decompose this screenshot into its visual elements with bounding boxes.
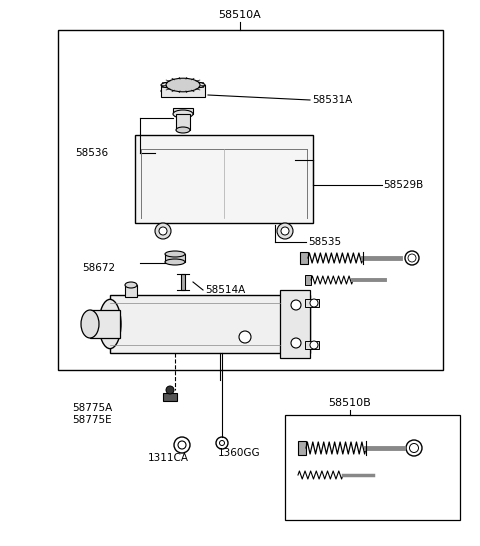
Circle shape — [291, 300, 301, 310]
Text: 58535: 58535 — [308, 237, 341, 247]
Ellipse shape — [176, 127, 190, 133]
Circle shape — [310, 299, 318, 307]
Circle shape — [277, 223, 293, 239]
Ellipse shape — [173, 110, 193, 118]
Circle shape — [405, 251, 419, 265]
Bar — [90, 310, 120, 338]
Circle shape — [178, 441, 186, 449]
Circle shape — [216, 437, 228, 449]
Bar — [163, 393, 177, 401]
Bar — [135, 135, 313, 223]
Ellipse shape — [161, 86, 205, 96]
Ellipse shape — [99, 299, 121, 349]
Bar — [125, 285, 137, 297]
Circle shape — [174, 437, 190, 453]
Text: 58672: 58672 — [82, 263, 115, 273]
Circle shape — [310, 341, 318, 349]
Text: 1360GG: 1360GG — [218, 448, 261, 458]
Bar — [305, 299, 319, 307]
Ellipse shape — [81, 310, 99, 338]
Text: 58510A: 58510A — [218, 10, 262, 20]
Text: 58775E: 58775E — [72, 415, 112, 425]
Circle shape — [155, 223, 171, 239]
Ellipse shape — [166, 78, 200, 92]
Circle shape — [281, 227, 289, 235]
Circle shape — [166, 386, 174, 394]
Text: 58536: 58536 — [75, 148, 108, 158]
Bar — [161, 85, 205, 97]
Circle shape — [219, 441, 225, 446]
Bar — [298, 441, 306, 455]
Bar — [305, 275, 311, 285]
Bar — [110, 295, 310, 353]
Bar — [280, 290, 310, 358]
Bar — [305, 341, 319, 349]
Text: 58775A: 58775A — [72, 403, 112, 413]
Circle shape — [409, 443, 419, 453]
Ellipse shape — [161, 81, 205, 89]
Ellipse shape — [165, 259, 185, 265]
Bar — [181, 274, 185, 290]
Bar — [300, 252, 308, 264]
Bar — [165, 254, 185, 262]
Bar — [58, 30, 443, 370]
Text: 58531A: 58531A — [312, 95, 352, 105]
Text: 58529B: 58529B — [383, 180, 423, 190]
Bar — [176, 114, 190, 130]
Ellipse shape — [125, 282, 137, 288]
Text: 1311CA: 1311CA — [148, 453, 189, 463]
Circle shape — [408, 254, 416, 262]
Text: 58514A: 58514A — [205, 285, 245, 295]
Bar — [173, 108, 193, 114]
Circle shape — [406, 440, 422, 456]
Bar — [285, 415, 460, 520]
Circle shape — [159, 227, 167, 235]
Circle shape — [291, 338, 301, 348]
Circle shape — [239, 331, 251, 343]
Text: 58510B: 58510B — [329, 398, 372, 408]
Ellipse shape — [165, 251, 185, 257]
